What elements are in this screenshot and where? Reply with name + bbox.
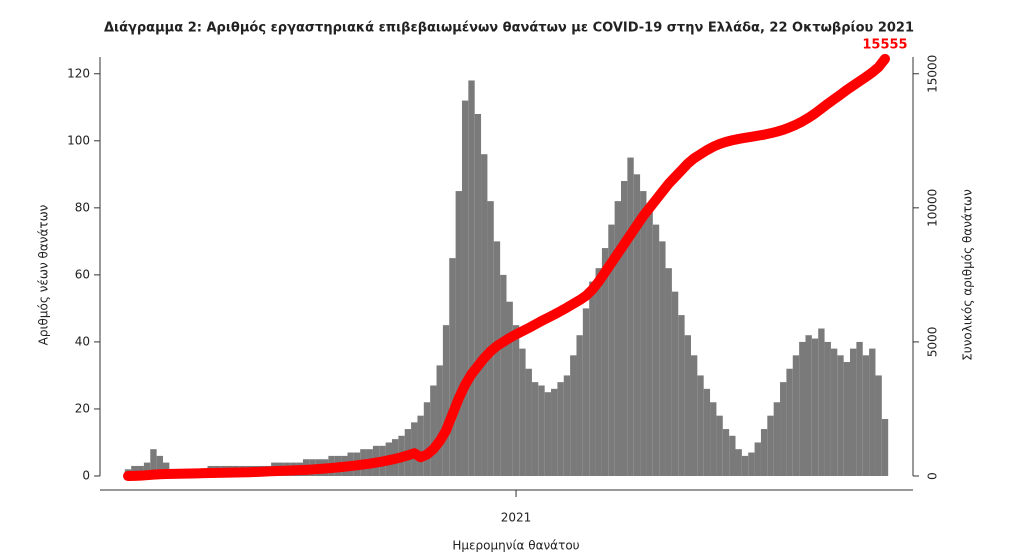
bar [500, 274, 507, 476]
y-tick-label: 40 [75, 334, 90, 348]
bar [659, 241, 666, 476]
bar [741, 455, 749, 476]
chart-title: Διάγραμμα 2: Αριθμός εργαστηριακά επιβεβ… [104, 21, 914, 36]
bar [430, 385, 437, 476]
bar [856, 341, 863, 476]
bar [525, 368, 532, 476]
bar [754, 442, 761, 476]
bar [468, 80, 475, 477]
bar [665, 268, 672, 476]
bar [703, 388, 711, 476]
bar [767, 415, 774, 476]
bar [818, 328, 825, 476]
bar [811, 338, 819, 476]
y-tick-label: 100 [67, 133, 90, 147]
bar [442, 325, 450, 476]
bar [684, 335, 691, 476]
bar [729, 435, 736, 476]
y2-tick-label: 0 [926, 472, 940, 480]
bar [143, 462, 151, 476]
bar [671, 291, 679, 476]
bar [557, 382, 564, 476]
y-axis-label: Αριθμός νέων θανάτων [37, 204, 51, 345]
bar [646, 207, 653, 476]
bar [614, 201, 622, 477]
bar [824, 341, 831, 476]
bar [512, 325, 520, 476]
bar [436, 365, 443, 476]
bar [805, 335, 812, 476]
bar [595, 268, 602, 476]
bar [493, 241, 501, 476]
bar [576, 335, 583, 476]
x-tick-label: 2021 [501, 511, 532, 525]
bar [582, 308, 590, 476]
bar [563, 375, 571, 476]
bar [156, 455, 163, 476]
bar [786, 368, 793, 476]
bar [830, 348, 838, 476]
bar [710, 402, 717, 476]
bar [544, 392, 552, 476]
bar [640, 191, 647, 476]
bar [601, 248, 609, 476]
bar [773, 402, 781, 476]
bar [633, 174, 641, 476]
x-axis-label: Ημερομηνία θανάτου [452, 539, 579, 553]
bar [780, 382, 787, 476]
bar [722, 429, 730, 476]
bar [551, 388, 558, 476]
bar [461, 100, 469, 477]
y2-tick-label: 5000 [926, 327, 940, 358]
cumulative-line [123, 53, 890, 481]
bar [589, 281, 596, 476]
bar [837, 355, 844, 476]
bar [652, 224, 660, 476]
y-tick-label: 120 [67, 66, 90, 80]
bar [690, 355, 698, 476]
y-tick-label: 80 [75, 200, 90, 214]
bar [850, 348, 857, 476]
bar [417, 415, 424, 476]
y-tick-label: 20 [75, 401, 90, 415]
bar [760, 429, 768, 476]
bar [869, 348, 876, 476]
bar [875, 375, 882, 476]
bar [627, 157, 634, 476]
bar [474, 113, 482, 476]
bar [487, 201, 494, 477]
bar [449, 258, 456, 476]
bar [150, 449, 157, 476]
bar [862, 355, 870, 476]
bar [716, 415, 723, 476]
annotation: 15555 [862, 37, 907, 52]
y-tick-label: 0 [82, 469, 90, 483]
bar [506, 301, 513, 476]
bar [697, 375, 704, 476]
bar [678, 315, 685, 476]
bar [423, 402, 431, 476]
bar [531, 382, 539, 476]
bar [799, 341, 806, 476]
y2-tick-label: 15000 [926, 55, 940, 93]
bar [843, 362, 851, 476]
bar [881, 419, 889, 476]
y2-tick-label: 10000 [926, 189, 940, 227]
bar [538, 385, 545, 476]
y-tick-label: 60 [75, 267, 90, 281]
bar [570, 355, 577, 476]
y2-axis-label: Συνολικός αριθμός θανάτων [961, 189, 975, 361]
bar [608, 224, 615, 476]
bar [792, 355, 800, 476]
bar [481, 154, 488, 476]
bar [621, 181, 628, 477]
bar [748, 452, 755, 476]
bar [735, 449, 742, 476]
bar [519, 348, 526, 476]
bar [455, 191, 462, 476]
